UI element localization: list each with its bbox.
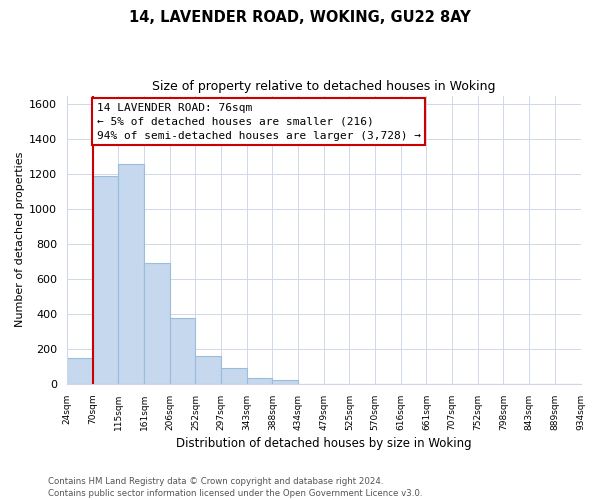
Y-axis label: Number of detached properties: Number of detached properties <box>15 152 25 328</box>
Text: 14, LAVENDER ROAD, WOKING, GU22 8AY: 14, LAVENDER ROAD, WOKING, GU22 8AY <box>129 10 471 25</box>
Title: Size of property relative to detached houses in Woking: Size of property relative to detached ho… <box>152 80 496 93</box>
Bar <box>92 176 118 384</box>
Text: 14 LAVENDER ROAD: 76sqm
← 5% of detached houses are smaller (216)
94% of semi-de: 14 LAVENDER ROAD: 76sqm ← 5% of detached… <box>97 102 421 141</box>
Bar <box>221 368 247 384</box>
Bar <box>170 318 196 384</box>
Bar <box>144 264 170 384</box>
Bar <box>196 356 221 384</box>
Bar <box>272 380 298 384</box>
Bar <box>247 378 272 384</box>
Bar <box>67 358 92 384</box>
Bar <box>118 164 144 384</box>
Text: Contains HM Land Registry data © Crown copyright and database right 2024.
Contai: Contains HM Land Registry data © Crown c… <box>48 476 422 498</box>
X-axis label: Distribution of detached houses by size in Woking: Distribution of detached houses by size … <box>176 437 472 450</box>
